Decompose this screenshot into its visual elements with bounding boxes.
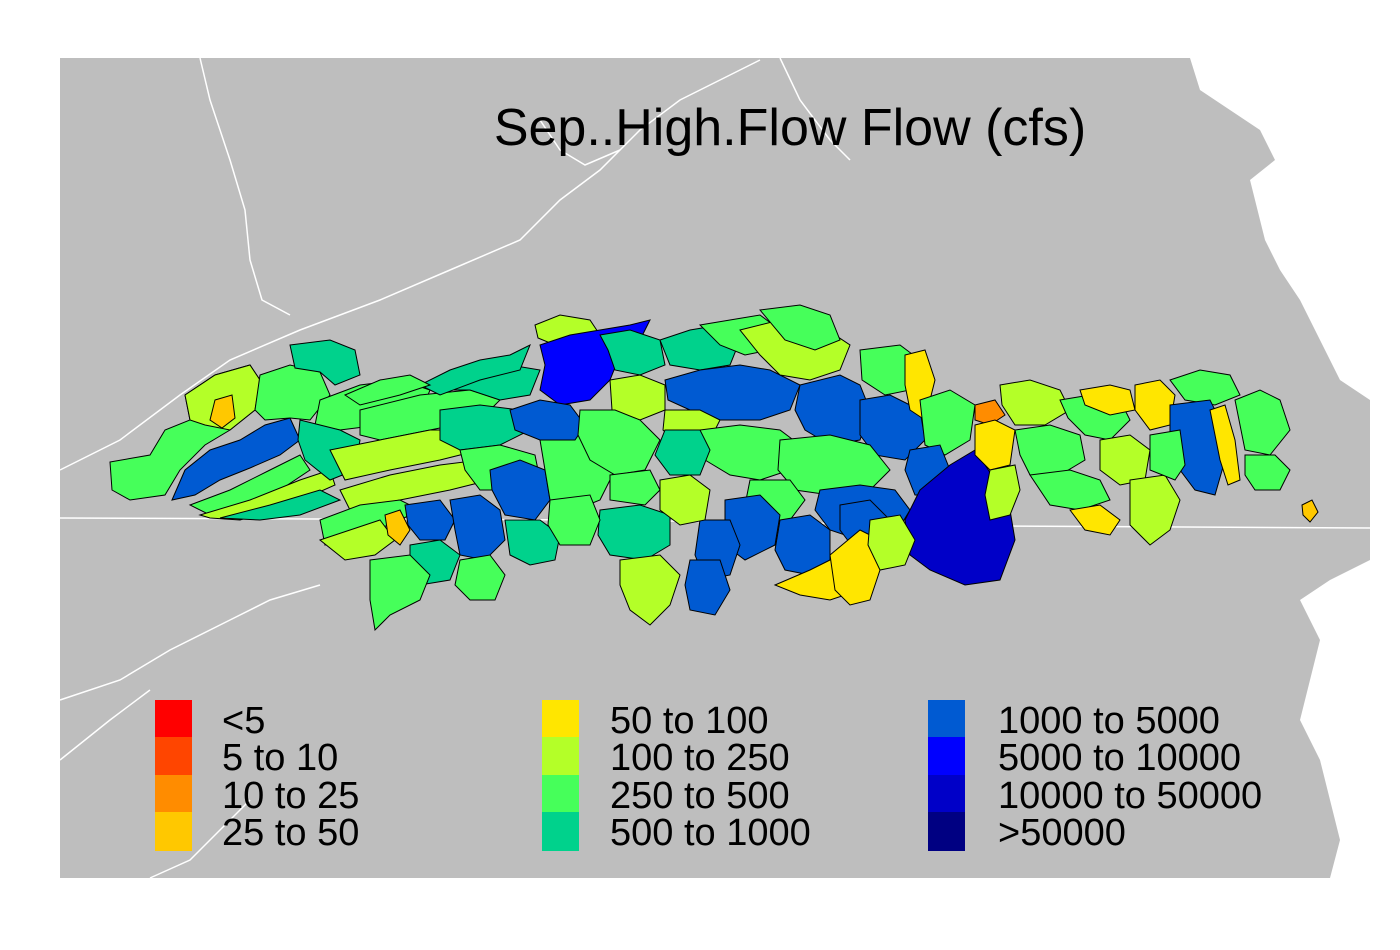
basin-polygon [454,554,506,601]
basin-polygon [1244,454,1291,491]
state-boundary-line [149,799,251,879]
legend-swatch [928,812,965,851]
legend-swatch [542,775,579,814]
basin-polygon [974,399,1006,426]
basin-polygon [619,554,681,626]
basin-polygon [418,343,531,396]
watershed-basins [109,304,1319,632]
legend-label: <5 [222,700,265,742]
basin-polygon [1301,499,1319,523]
basin-polygon [489,459,551,521]
legend-label: 10000 to 50000 [998,775,1262,817]
basin-polygon [974,419,1016,471]
basin-polygon [1029,469,1111,511]
basin-polygon [384,509,411,546]
basin-polygon [449,494,506,561]
legend-label: 10 to 25 [222,775,359,817]
legend-label: 100 to 250 [610,737,790,779]
legend-label: >50000 [998,812,1126,854]
basin-polygon [343,374,432,406]
basin-polygon [219,489,342,521]
basin-polygon [999,379,1071,426]
basin-polygon [984,464,1021,521]
legend-swatch [155,737,192,776]
legend-swatch [928,737,965,776]
state-boundary-line [539,119,621,166]
sound-water [1300,560,1370,878]
basin-polygon [547,494,601,546]
legend-swatch [928,775,965,814]
legend-swatch [542,737,579,776]
basin-polygon [829,529,881,606]
basin-polygon [794,374,871,446]
basin-polygon [654,429,711,476]
basin-polygon [599,329,666,376]
basin-polygon [171,417,301,501]
basin-polygon [369,554,431,632]
basin-polygon [1209,404,1241,486]
basin-polygon [664,364,801,421]
state-boundary-line [199,57,291,316]
basin-polygon [577,409,661,476]
basin-polygon [684,559,731,616]
basin-polygon [1149,429,1186,481]
legend-swatch [155,700,192,739]
basin-polygon [504,519,561,566]
legend-swatch [155,775,192,814]
inlet-water [1260,200,1340,300]
basin-polygon [867,514,916,571]
basin-polygon [1234,389,1291,456]
basin-polygon [289,339,361,386]
legend-label: 5000 to 10000 [998,737,1241,779]
legend-swatch [155,812,192,851]
basin-polygon [1169,369,1241,406]
basin-polygon [1014,424,1086,476]
legend-swatch [542,812,579,851]
water-bodies [1190,58,1370,878]
basin-polygon [597,504,671,561]
basin-polygon [1069,504,1121,536]
map-title: Sep..High.Flow Flow (cfs) [494,99,1086,157]
basin-polygon [609,469,661,506]
legend-label: 500 to 1000 [610,812,811,854]
basin-polygon [198,469,336,521]
basin-polygon [439,404,531,451]
state-boundary-line [59,584,321,701]
basin-polygon [404,499,456,541]
state-boundary-line [59,689,151,761]
state-boundary-line [59,59,761,471]
legend-label: 50 to 100 [610,700,768,742]
legend-swatch [542,700,579,739]
legend-label: 1000 to 5000 [998,700,1220,742]
state-boundary-line [779,57,851,161]
legend-label: 250 to 500 [610,775,790,817]
basin-polygon [209,394,236,429]
legend-label: 5 to 10 [222,737,338,779]
basin-polygon [919,389,976,456]
basin-polygon [759,304,841,351]
legend-label: 25 to 50 [222,812,359,854]
legend-swatch [928,700,965,739]
